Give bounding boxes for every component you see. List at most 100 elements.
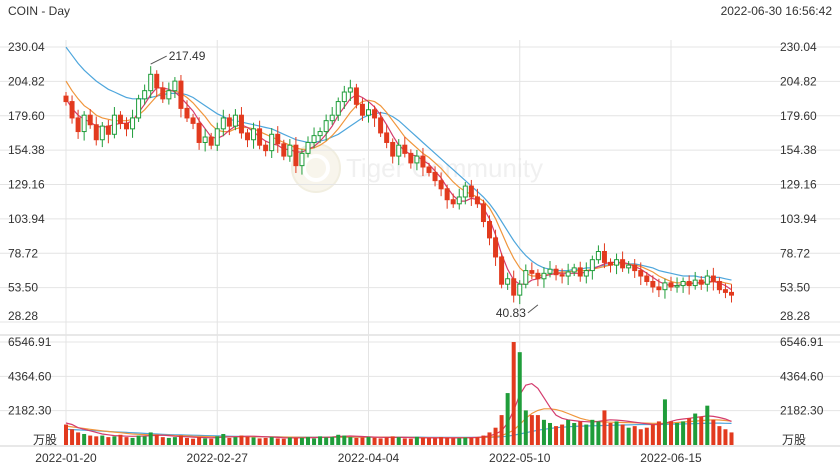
candle-up <box>571 267 577 273</box>
candle-down <box>87 114 93 126</box>
volume-bar <box>705 405 710 445</box>
candle-down <box>529 270 535 274</box>
candle-up <box>335 101 341 116</box>
volume-bar <box>475 437 480 445</box>
candle-up <box>111 114 117 135</box>
volume-bar <box>681 421 686 445</box>
volume-bar <box>408 438 413 445</box>
volume-bar <box>632 426 637 445</box>
volume-tick-label-right: 4364.60 <box>780 369 824 383</box>
price-tick-label-right: 230.04 <box>780 40 817 54</box>
volume-bar <box>384 437 389 445</box>
volume-bar <box>330 436 335 445</box>
volume-bar <box>197 437 202 445</box>
volume-unit-left: 万股 <box>33 433 57 447</box>
price-tick-label-left: 230.04 <box>8 40 45 54</box>
volume-bar <box>124 437 129 445</box>
volume-bar <box>130 437 135 445</box>
candle-down <box>620 259 626 269</box>
candle-up <box>414 155 420 164</box>
volume-bar <box>287 437 292 445</box>
volume-bar <box>233 437 238 445</box>
candle-down <box>722 289 728 293</box>
watermark: Tiger Community <box>291 143 543 193</box>
volume-bar <box>693 413 698 445</box>
candle-down <box>390 141 396 157</box>
volume-bar <box>596 421 601 445</box>
volume-bar <box>251 437 256 445</box>
date-tick-label: 2022-06-15 <box>640 451 702 465</box>
price-tick-label-left: 129.16 <box>8 178 45 192</box>
candle-down <box>553 268 559 276</box>
price-tick-label-right: 53.50 <box>780 281 810 295</box>
volume-bar <box>541 419 546 445</box>
candle-up <box>680 280 686 287</box>
candle-up <box>202 136 208 143</box>
price-tick-label-right: 28.28 <box>780 309 810 323</box>
volume-bar <box>675 422 680 445</box>
candle-down <box>184 107 190 119</box>
price-tick-label-left: 154.38 <box>8 143 45 157</box>
volume-bar <box>166 437 171 445</box>
volume-bar <box>560 424 565 445</box>
candle-up <box>583 270 589 277</box>
candle-down <box>257 128 263 146</box>
candle-up <box>626 264 632 269</box>
volume-bar <box>312 438 317 445</box>
volume-bar <box>299 437 304 445</box>
candle-up <box>130 117 136 130</box>
candle-down <box>577 267 583 277</box>
volume-bar <box>324 437 329 445</box>
volume-bar <box>669 421 673 445</box>
grid <box>0 40 840 447</box>
volume-bar <box>481 435 486 445</box>
candle-down <box>384 132 390 143</box>
candle-up <box>99 125 105 141</box>
volume-bar <box>191 438 196 445</box>
candle-up <box>232 114 238 127</box>
candle-up <box>311 135 317 143</box>
volume-tick-label-left: 6546.91 <box>8 335 52 349</box>
candle-up <box>305 141 311 154</box>
volume-bar <box>306 437 310 445</box>
candle-down <box>293 144 299 167</box>
volume-bar <box>638 429 643 445</box>
candle-down <box>117 114 123 124</box>
candle-down <box>281 143 287 157</box>
volume-bar <box>620 424 625 445</box>
candle-down <box>154 73 160 89</box>
candle-down <box>535 272 541 280</box>
candle-up <box>287 144 293 157</box>
candle-up <box>565 271 571 277</box>
volume-tick-label-right: 6546.91 <box>780 335 824 349</box>
candle-down <box>426 166 432 173</box>
volume-bar <box>644 427 649 445</box>
candle-up <box>323 120 329 133</box>
volume-bar <box>366 436 371 445</box>
volume-bar <box>535 415 540 445</box>
candle-down <box>372 109 378 119</box>
volume-bar <box>420 437 425 445</box>
candle-down <box>124 122 129 130</box>
candle-up <box>366 109 371 116</box>
volume-bar <box>493 427 498 445</box>
volume-bar <box>70 429 75 445</box>
volume-bar <box>626 427 631 445</box>
date-tick-label: 2022-04-04 <box>338 451 400 465</box>
candle-up <box>614 259 620 266</box>
candle-up <box>662 282 668 291</box>
candle-down <box>432 171 438 182</box>
volume-bars <box>64 342 734 445</box>
volume-bar <box>154 434 159 445</box>
volume-bar <box>687 418 692 445</box>
candle-up <box>517 283 523 296</box>
candle-down <box>729 291 734 296</box>
price-tick-label-left: 78.72 <box>8 246 38 260</box>
volume-bar <box>136 435 141 445</box>
volume-bar <box>656 421 661 445</box>
volume-bar <box>457 438 462 445</box>
volume-bar <box>402 438 407 445</box>
candle-down <box>93 124 99 141</box>
volume-bar <box>378 438 383 445</box>
